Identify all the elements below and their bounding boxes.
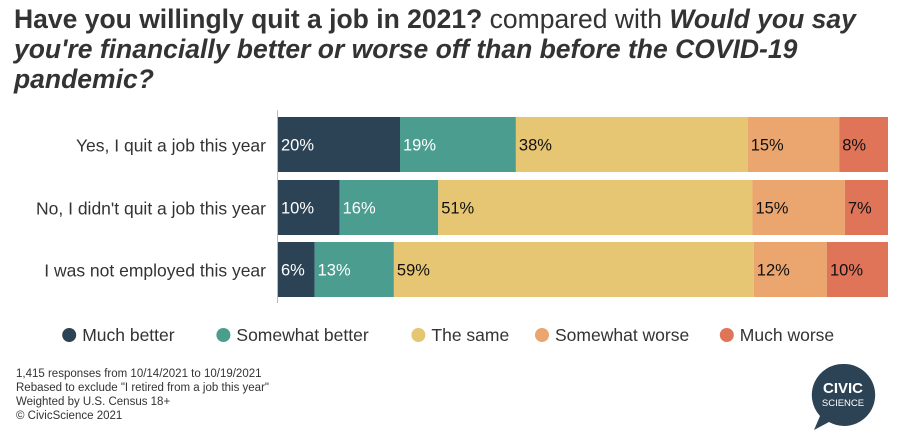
title-connector: compared with	[482, 4, 670, 34]
category-label: I was not employed this year	[44, 261, 266, 281]
category-label: No, I didn't quit a job this year	[36, 199, 266, 219]
data-label: 38%	[519, 137, 552, 155]
footnote-copyright: © CivicScience 2021	[16, 410, 123, 422]
bar-segment	[515, 117, 748, 172]
legend-label: Much worse	[740, 325, 834, 345]
bar-segment	[438, 180, 753, 235]
bar-segment	[747, 117, 840, 172]
legend-swatch	[535, 328, 549, 342]
data-label: 6%	[281, 262, 305, 280]
bar-segment	[339, 180, 439, 235]
data-label: 19%	[403, 137, 436, 155]
title-question-1: Have you willingly quit a job in 2021?	[14, 4, 483, 34]
data-label: 59%	[397, 262, 430, 280]
data-label: 10%	[281, 200, 314, 218]
bar-segment	[393, 242, 754, 297]
data-label: 20%	[281, 137, 314, 155]
legend-label: Much better	[82, 325, 175, 345]
footnotes: 1,415 responses from 10/14/2021 to 10/19…	[16, 367, 269, 423]
data-label: 15%	[751, 137, 784, 155]
data-label: 12%	[757, 262, 790, 280]
legend-swatch	[719, 328, 734, 342]
bar-segment	[752, 180, 845, 235]
bar-segment	[314, 242, 394, 297]
bar-segment	[278, 180, 340, 235]
bar-segment	[844, 180, 888, 235]
footnote-weighted: Weighted by U.S. Census 18+	[16, 396, 171, 408]
logo-line1: CIVIC	[823, 380, 863, 397]
civicscience-logo: CIVIC SCIENCE	[808, 360, 878, 437]
stacked-bar-chart: Yes, I quit a job this year 20% 19% 38% 15% 8…	[36, 110, 888, 345]
legend-swatch	[216, 328, 231, 342]
legend-label: Somewhat worse	[555, 325, 689, 345]
data-label: 15%	[755, 200, 788, 218]
data-label: 13%	[318, 262, 351, 280]
bar-segment	[827, 242, 888, 297]
bar-segment	[839, 117, 888, 172]
bar-segment	[278, 242, 315, 297]
legend-swatch	[62, 328, 77, 342]
bar-segment	[400, 117, 516, 172]
legend-swatch	[411, 328, 426, 342]
title-question-2: Would you say you're financially better …	[14, 4, 856, 94]
bar-segment	[753, 242, 827, 297]
chart-title: Have you willingly quit a job in 2021? c…	[14, 4, 894, 94]
data-label: 16%	[343, 200, 376, 218]
bar-segment	[278, 117, 400, 172]
footnote-responses: 1,415 responses from 10/14/2021 to 10/19…	[16, 368, 262, 380]
logo-bubble	[811, 363, 876, 430]
legend-label: The same	[431, 325, 509, 345]
data-label: 7%	[848, 200, 872, 218]
footnote-rebased: Rebased to exclude "I retired from a job…	[16, 382, 269, 394]
category-label: Yes, I quit a job this year	[76, 136, 266, 156]
data-label: 10%	[830, 262, 863, 280]
logo-line2: SCIENCE	[822, 398, 864, 409]
data-label: 8%	[842, 137, 866, 155]
data-label: 51%	[441, 200, 474, 218]
legend-label: Somewhat better	[236, 325, 368, 345]
